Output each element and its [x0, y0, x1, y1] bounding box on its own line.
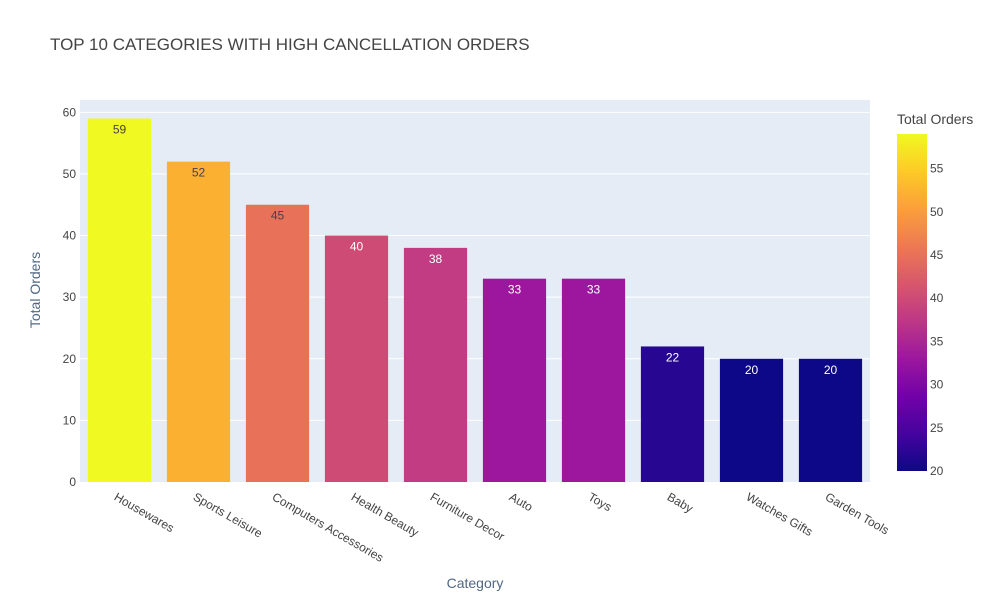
- colorbar-tick-label: 55: [930, 162, 944, 176]
- x-axis-ticks: Housewares Sports Leisure Computers Access…: [112, 490, 892, 565]
- x-tick-label: Watches Gifts: [744, 490, 815, 539]
- y-tick-label: 50: [63, 167, 77, 181]
- bar-value-label: 20: [824, 363, 838, 377]
- colorbar-title: Total Orders: [897, 111, 973, 127]
- colorbar-tick-label: 40: [930, 291, 944, 305]
- colorbar-tick-label: 45: [930, 248, 944, 262]
- colorbar-tick-label: 50: [930, 205, 944, 219]
- x-tick-label: Health Beauty: [349, 490, 421, 540]
- y-axis-title: Total Orders: [27, 252, 43, 328]
- bar[interactable]: [87, 118, 152, 482]
- x-tick-label: Auto: [507, 490, 536, 515]
- chart-title: TOP 10 CATEGORIES WITH HIGH CANCELLATION…: [50, 35, 530, 54]
- x-axis-title: Category: [447, 575, 504, 591]
- bar[interactable]: [166, 161, 231, 482]
- y-tick-label: 20: [63, 352, 77, 366]
- bar[interactable]: [561, 278, 626, 482]
- x-tick-label: Sports Leisure: [191, 490, 265, 541]
- bar[interactable]: [245, 204, 310, 482]
- y-axis-ticks: 0 10 20 30 40 50 60: [63, 105, 77, 489]
- y-tick-label: 40: [63, 229, 77, 243]
- colorbar: [897, 134, 927, 471]
- bar-value-label: 20: [745, 363, 759, 377]
- colorbar-tick-label: 20: [930, 464, 944, 478]
- bars: [87, 118, 863, 482]
- x-tick-label: Housewares: [112, 490, 177, 535]
- bar[interactable]: [324, 235, 389, 482]
- y-tick-label: 0: [69, 475, 76, 489]
- colorbar-ticks: 20 25 30 35 40 45 50 55: [930, 162, 944, 478]
- y-tick-label: 30: [63, 290, 77, 304]
- x-tick-label: Baby: [665, 490, 696, 516]
- bar-value-label: 38: [429, 252, 443, 266]
- bar[interactable]: [403, 247, 468, 482]
- bar[interactable]: [798, 358, 863, 482]
- bar[interactable]: [482, 278, 547, 482]
- colorbar-tick-label: 25: [930, 421, 944, 435]
- x-tick-label: Garden Tools: [823, 490, 892, 538]
- x-tick-label: Furniture Decor: [428, 490, 507, 544]
- bar-value-label: 52: [192, 166, 206, 180]
- bar-value-label: 33: [508, 283, 522, 297]
- bar[interactable]: [640, 346, 705, 482]
- y-tick-label: 10: [63, 413, 77, 427]
- bar[interactable]: [719, 358, 784, 482]
- y-tick-label: 60: [63, 105, 77, 119]
- bar-value-label: 33: [587, 283, 601, 297]
- bar-value-label: 45: [271, 209, 285, 223]
- bar-value-label: 40: [350, 240, 364, 254]
- colorbar-tick-label: 35: [930, 334, 944, 348]
- bar-value-label: 59: [113, 122, 127, 136]
- bar-value-label: 22: [666, 350, 680, 364]
- colorbar-tick-label: 30: [930, 378, 944, 392]
- x-tick-label: Toys: [586, 490, 614, 514]
- bar-value-labels: 59 52 45 40 38 33 33 22 20 20: [113, 122, 838, 376]
